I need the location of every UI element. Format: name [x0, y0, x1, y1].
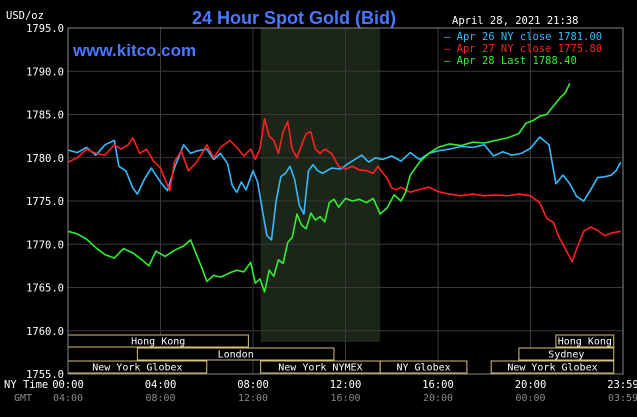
legend-item-apr26: — Apr 26 NY close 1781.00	[444, 31, 602, 43]
price-series	[67, 83, 622, 293]
x-tick-gmt-label: 03:59	[608, 393, 637, 404]
x-tick-ny-label: 04:00	[145, 379, 177, 391]
timestamp: April 28, 2021 21:38	[452, 15, 578, 27]
x-tick-gmt-label: 00:00	[515, 393, 545, 404]
session-label: Hong Kong	[131, 337, 185, 348]
legend-label: Apr 26 NY close 1781.00	[457, 31, 602, 43]
series-line-0	[67, 136, 622, 241]
session-box: Hong Kong	[67, 334, 249, 348]
series-line-1	[67, 118, 621, 263]
session-label: New York Globex	[92, 363, 182, 374]
chart-title: 24 Hour Spot Gold (Bid)	[192, 8, 396, 28]
session-frame	[555, 334, 615, 348]
session-label: Sydney	[548, 350, 584, 361]
session-box: Hong Kong	[555, 334, 615, 348]
x-tick-ny-label: 20:00	[515, 379, 547, 391]
y-axis-ticks: 1755.0 1760.0 1765.0 1770.0 1775.0 1780.0 1785…	[26, 23, 64, 381]
x-tick-gmt-label: 20:00	[423, 393, 453, 404]
legend-dash: —	[444, 55, 457, 67]
y-tick-label: 1795.0	[26, 23, 64, 35]
session-label: New York Globex	[507, 363, 597, 374]
x-tick-gmt-label: 12:00	[238, 393, 268, 404]
y-tick-label: 1770.0	[26, 239, 64, 251]
y-tick-label: 1775.0	[26, 196, 64, 208]
session-box: Sydney	[518, 347, 615, 361]
session-box: NY Globex	[379, 360, 468, 374]
session-label: New York NYMEX	[278, 363, 362, 374]
session-box: New York Globex	[67, 360, 208, 374]
session-frame	[379, 360, 468, 374]
legend: — Apr 26 NY close 1781.00 — Apr 27 NY cl…	[444, 31, 602, 67]
session-label: Hong Kong	[558, 337, 612, 348]
x-tick-ny-label: 23:59	[607, 379, 637, 391]
x-tick-ny-label: 12:00	[330, 379, 362, 391]
legend-label: Apr 27 NY close 1775.80	[457, 43, 602, 55]
shaded-band	[260, 28, 381, 342]
legend-label: Apr 28 Last 1788.40	[457, 55, 577, 67]
session-box: New York Globex	[490, 360, 615, 374]
series-line-2	[67, 83, 571, 293]
session-frame	[490, 360, 615, 374]
ny-time-label: NY Time	[4, 379, 48, 391]
y-tick-label: 1760.0	[26, 326, 64, 338]
gmt-label: GMT	[14, 393, 32, 404]
x-tick-gmt-label: 08:00	[145, 393, 175, 404]
y-unit-label: USD/oz	[6, 10, 44, 22]
x-tick-gmt-label: 16:00	[330, 393, 360, 404]
legend-item-apr27: — Apr 27 NY close 1775.80	[444, 43, 602, 55]
y-tick-label: 1790.0	[26, 66, 64, 78]
session-frame	[136, 347, 335, 361]
trading-sessions: Hong Kong Hong Kong London Sydney New York G…	[67, 334, 615, 374]
session-box: London	[136, 347, 335, 361]
nymex-shade	[260, 28, 381, 342]
legend-dash: —	[444, 31, 457, 43]
x-axis-ticks: 00:00 04:00 04:00 08:00 08:00 12:00 12:00 16:00…	[52, 379, 637, 404]
session-frame	[518, 347, 615, 361]
x-tick-ny-label: 16:00	[422, 379, 454, 391]
legend-dash: —	[444, 43, 457, 55]
session-box: New York NYMEX	[260, 360, 381, 374]
website-link[interactable]: www.kitco.com	[72, 41, 196, 60]
x-tick-gmt-label: 04:00	[53, 393, 83, 404]
y-tick-label: 1755.0	[26, 369, 64, 381]
session-label: London	[218, 350, 254, 361]
y-tick-label: 1765.0	[26, 283, 64, 295]
y-tick-label: 1785.0	[26, 110, 64, 122]
session-label: NY Globex	[396, 363, 450, 374]
x-tick-ny-label: 08:00	[237, 379, 269, 391]
plot-frame	[67, 27, 624, 375]
y-tick-label: 1780.0	[26, 153, 64, 165]
x-tick-ny-label: 00:00	[52, 379, 84, 391]
legend-item-apr28: — Apr 28 Last 1788.40	[444, 55, 577, 67]
